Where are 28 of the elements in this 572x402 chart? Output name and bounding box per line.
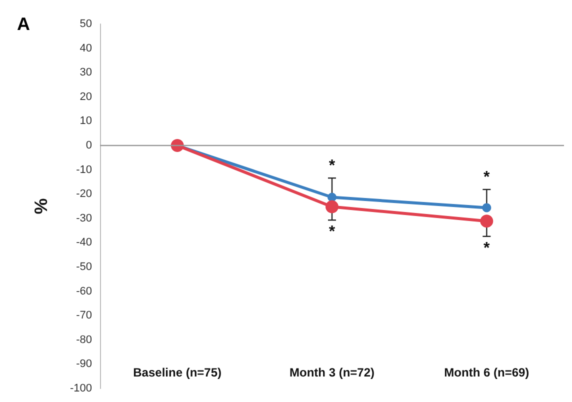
y-tick-label: -60 [76,285,92,298]
y-tick-label: -90 [76,358,92,370]
y-tick-label: -10 [76,164,92,176]
point [482,203,492,212]
y-tick-label: 10 [80,115,92,128]
y-tick-label: 40 [80,42,92,54]
y-tick-label: -70 [76,310,92,322]
y-tick-label: 20 [80,90,92,103]
y-tick-label: -100 [70,382,92,394]
y-tick-label: 0 [86,140,92,152]
x-tick-label: Month 6 (n=69) [444,366,530,380]
y-tick-label: -40 [76,236,92,249]
y-tick-label: -20 [76,188,92,200]
annotation: * [484,168,491,186]
point [480,214,494,228]
y-tick-label: -30 [76,212,92,224]
annotation: * [484,240,491,257]
y-tick-label: 50 [80,18,92,30]
x-tick-label: Month 3 (n=72) [289,366,375,380]
y-tick-label: -80 [76,334,92,346]
y-tick-label: -50 [76,261,92,273]
annotation: * [328,158,336,175]
y-axis-title: % [31,198,51,214]
chart-title: A [17,14,30,34]
y-tick-label: 30 [80,66,92,79]
x-tick-label: Baseline (n=75) [133,366,222,380]
annotation: * [328,224,336,241]
point [326,200,338,214]
